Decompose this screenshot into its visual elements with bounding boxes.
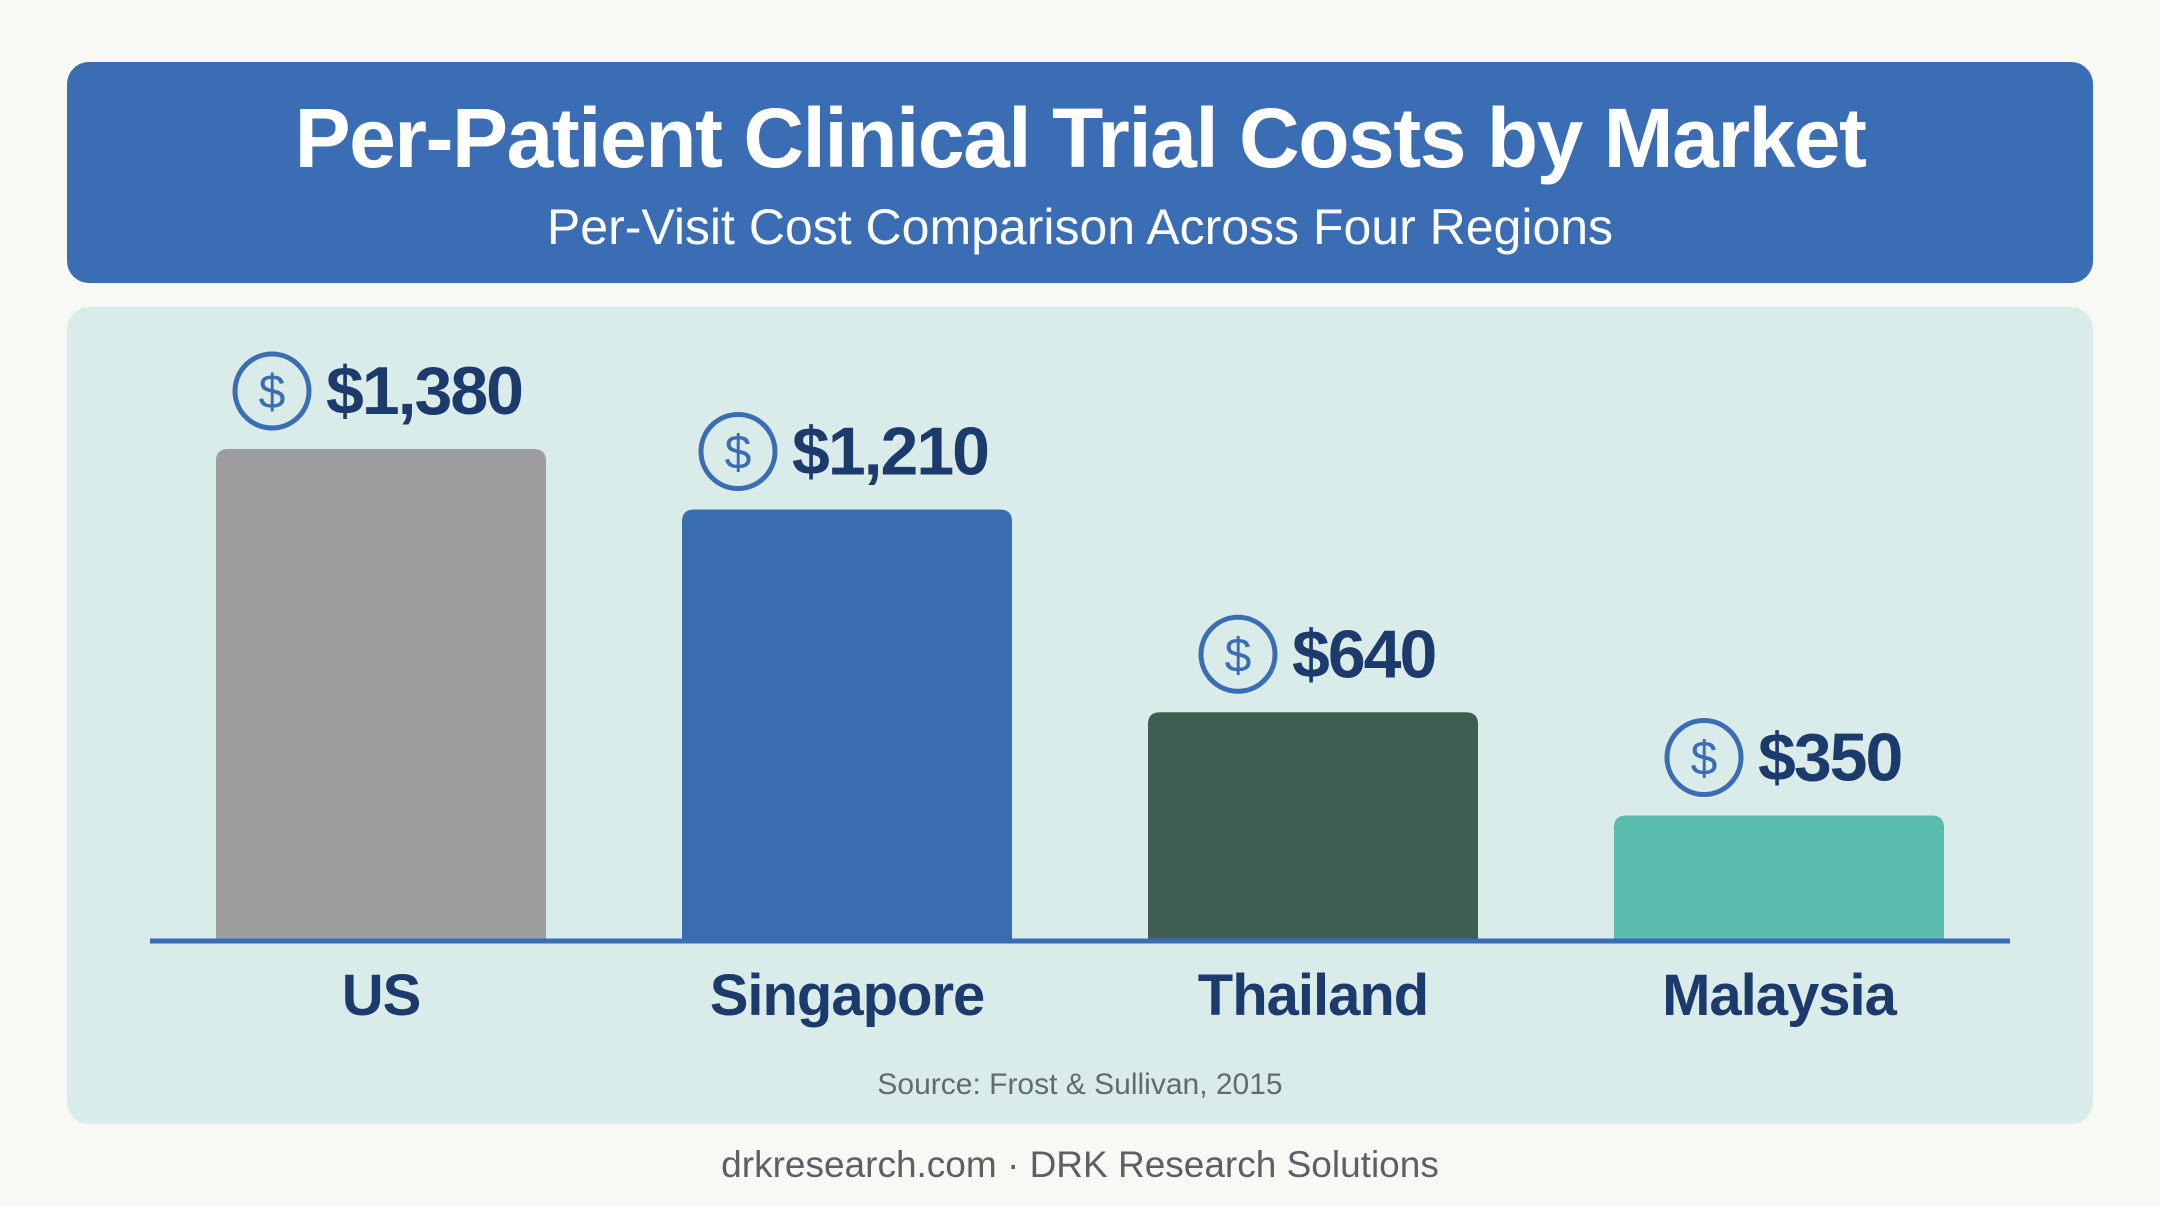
svg-text:$: $	[1225, 629, 1252, 682]
bar-us	[216, 449, 546, 940]
svg-text:$: $	[259, 366, 286, 419]
value-label-group-thailand: $ $640	[1198, 614, 1437, 694]
value-label-group-singapore: $ $1,210	[698, 411, 990, 491]
dollar-circle-icon: $	[232, 351, 312, 431]
category-label-thailand: Thailand	[1198, 963, 1428, 1028]
bar-malaysia	[1614, 815, 1944, 940]
page-title: Per-Patient Clinical Trial Costs by Mark…	[294, 91, 1867, 185]
dollar-circle-icon: $	[698, 411, 778, 491]
page-subtitle: Per-Visit Cost Comparison Across Four Re…	[546, 199, 1614, 255]
svg-text:$: $	[1691, 732, 1718, 785]
category-label-singapore: Singapore	[710, 963, 985, 1028]
svg-text:$: $	[725, 426, 752, 479]
footer-credit: drkresearch.com · DRK Research Solutions	[721, 1144, 1439, 1185]
value-label: $1,210	[792, 413, 988, 489]
category-label-us: US	[342, 963, 421, 1028]
value-label-group-malaysia: $ $350	[1664, 717, 1903, 797]
value-label: $640	[1292, 616, 1435, 692]
bar-thailand	[1148, 712, 1478, 940]
source-note: Source: Frost & Sullivan, 2015	[877, 1068, 1283, 1101]
value-label-group-us: $ $1,380	[232, 351, 524, 431]
value-label: $350	[1758, 719, 1901, 795]
title-banner: Per-Patient Clinical Trial Costs by Mark…	[67, 62, 2093, 283]
value-label: $1,380	[326, 353, 522, 429]
category-label-malaysia: Malaysia	[1662, 963, 1898, 1028]
bar-singapore	[682, 509, 1012, 940]
dollar-circle-icon: $	[1198, 614, 1278, 694]
dollar-circle-icon: $	[1664, 717, 1744, 797]
